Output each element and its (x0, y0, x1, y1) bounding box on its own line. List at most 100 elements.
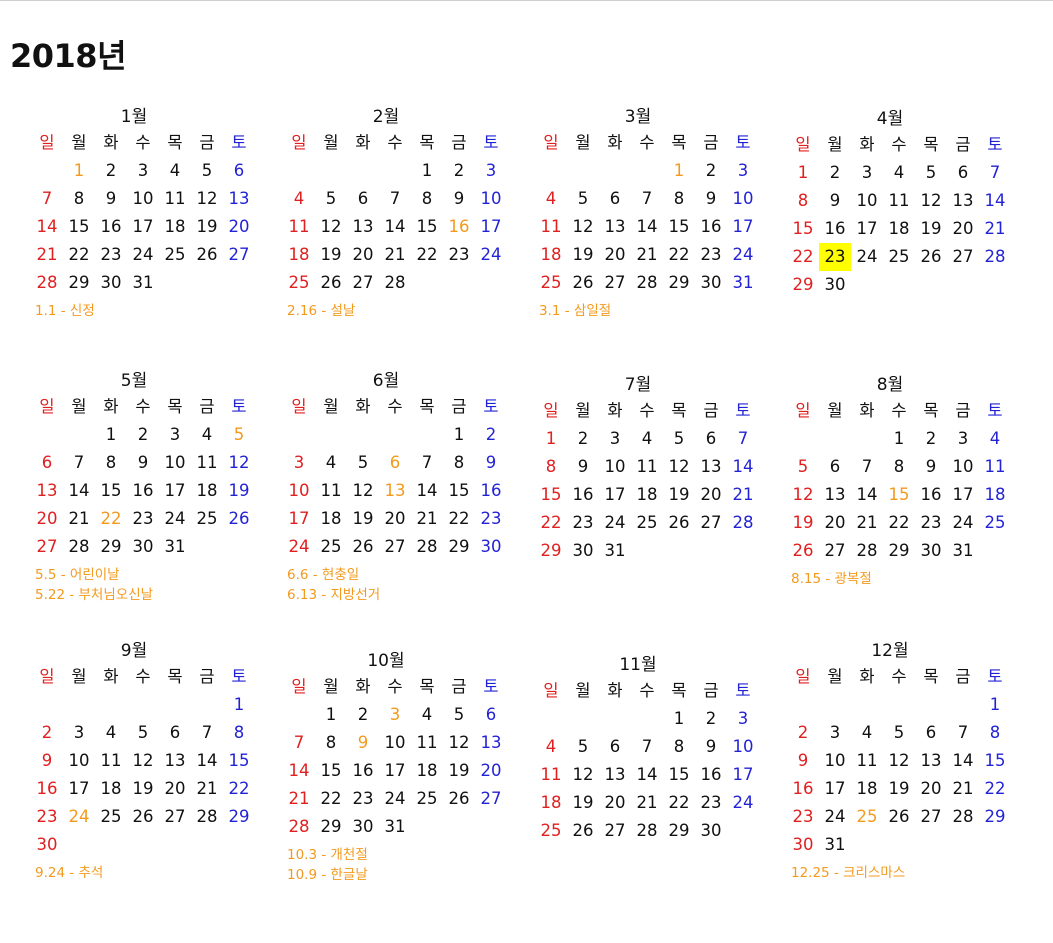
day-cell[interactable]: 29 (668, 821, 690, 840)
day-cell[interactable]: 8 (989, 723, 1001, 742)
day-cell[interactable]: 7 (73, 453, 85, 472)
day-cell[interactable]: 5 (201, 161, 213, 180)
day-cell[interactable]: 28 (288, 817, 310, 836)
day-cell[interactable]: 5 (577, 189, 589, 208)
day-cell[interactable]: 23 (36, 807, 58, 826)
day-cell[interactable]: 11 (416, 733, 438, 752)
day-cell[interactable]: 21 (636, 793, 658, 812)
day-cell[interactable]: 12 (668, 457, 690, 476)
day-cell[interactable]: 14 (856, 485, 878, 504)
day-cell[interactable]: 27 (164, 807, 186, 826)
day-cell[interactable]: 26 (352, 537, 374, 556)
day-cell[interactable]: 30 (824, 275, 846, 294)
day-cell[interactable]: 18 (888, 219, 910, 238)
day-cell[interactable]: 15 (100, 481, 122, 500)
day-cell[interactable]: 6 (41, 453, 53, 472)
day-cell[interactable]: 25 (320, 537, 342, 556)
day-cell[interactable]: 20 (228, 217, 250, 236)
day-cell[interactable]: 4 (105, 723, 117, 742)
day-cell[interactable]: 11 (164, 189, 186, 208)
day-cell[interactable]: 9 (453, 189, 465, 208)
day-cell[interactable]: 25 (856, 807, 878, 826)
day-cell[interactable]: 16 (448, 217, 470, 236)
day-cell[interactable]: 6 (485, 705, 497, 724)
day-cell[interactable]: 24 (132, 245, 154, 264)
day-cell[interactable]: 25 (540, 273, 562, 292)
day-cell[interactable]: 2 (705, 161, 717, 180)
day-cell[interactable]: 11 (196, 453, 218, 472)
day-cell[interactable]: 27 (228, 245, 250, 264)
day-cell[interactable]: 13 (700, 457, 722, 476)
day-cell[interactable]: 2 (797, 723, 809, 742)
day-cell[interactable]: 17 (164, 481, 186, 500)
day-cell[interactable]: 7 (293, 733, 305, 752)
day-cell[interactable]: 24 (68, 807, 90, 826)
day-cell[interactable]: 29 (228, 807, 250, 826)
day-cell[interactable]: 1 (673, 161, 685, 180)
day-cell[interactable]: 15 (416, 217, 438, 236)
day-cell[interactable]: 21 (416, 509, 438, 528)
day-cell[interactable]: 29 (68, 273, 90, 292)
day-cell[interactable]: 6 (957, 163, 969, 182)
day-cell[interactable]: 28 (384, 273, 406, 292)
day-cell[interactable]: 24 (384, 789, 406, 808)
day-cell[interactable]: 11 (540, 765, 562, 784)
day-cell[interactable]: 20 (604, 793, 626, 812)
day-cell[interactable]: 1 (453, 425, 465, 444)
day-cell[interactable]: 30 (100, 273, 122, 292)
day-cell[interactable]: 9 (925, 457, 937, 476)
day-cell[interactable]: 14 (36, 217, 58, 236)
day-cell[interactable]: 6 (357, 189, 369, 208)
day-cell[interactable]: 28 (196, 807, 218, 826)
day-cell[interactable]: 25 (540, 821, 562, 840)
day-cell[interactable]: 6 (609, 189, 621, 208)
day-cell[interactable]: 29 (448, 537, 470, 556)
day-cell[interactable]: 17 (288, 509, 310, 528)
day-cell[interactable]: 7 (989, 163, 1001, 182)
day-cell[interactable]: 16 (572, 485, 594, 504)
day-cell[interactable]: 23 (100, 245, 122, 264)
day-cell[interactable]: 17 (732, 217, 754, 236)
day-cell[interactable]: 20 (952, 219, 974, 238)
day-cell[interactable]: 12 (196, 189, 218, 208)
day-cell[interactable]: 8 (893, 457, 905, 476)
day-cell[interactable]: 17 (856, 219, 878, 238)
day-cell[interactable]: 20 (384, 509, 406, 528)
day-cell[interactable]: 19 (228, 481, 250, 500)
day-cell[interactable]: 30 (352, 817, 374, 836)
day-cell[interactable]: 16 (792, 779, 814, 798)
day-cell[interactable]: 11 (320, 481, 342, 500)
day-cell[interactable]: 23 (352, 789, 374, 808)
day-cell[interactable]: 19 (888, 779, 910, 798)
day-cell[interactable]: 9 (829, 191, 841, 210)
day-cell[interactable]: 22 (792, 247, 814, 266)
day-cell[interactable]: 13 (480, 733, 502, 752)
day-cell[interactable]: 7 (201, 723, 213, 742)
day-cell[interactable]: 5 (325, 189, 337, 208)
day-cell[interactable]: 4 (421, 705, 433, 724)
day-cell[interactable]: 19 (132, 779, 154, 798)
day-cell[interactable]: 1 (893, 429, 905, 448)
day-cell[interactable]: 14 (732, 457, 754, 476)
day-cell[interactable]: 5 (893, 723, 905, 742)
day-cell[interactable]: 31 (952, 541, 974, 560)
day-cell[interactable]: 28 (36, 273, 58, 292)
day-cell[interactable]: 3 (957, 429, 969, 448)
day-cell[interactable]: 18 (984, 485, 1006, 504)
day-cell[interactable]: 3 (609, 429, 621, 448)
day-cell[interactable]: 13 (352, 217, 374, 236)
day-cell[interactable]: 3 (485, 161, 497, 180)
day-cell[interactable]: 20 (164, 779, 186, 798)
day-cell[interactable]: 9 (357, 733, 369, 752)
day-cell[interactable]: 10 (732, 189, 754, 208)
day-cell[interactable]: 8 (325, 733, 337, 752)
day-cell[interactable]: 29 (100, 537, 122, 556)
day-cell[interactable]: 18 (540, 245, 562, 264)
day-cell[interactable]: 9 (705, 737, 717, 756)
day-cell[interactable]: 28 (636, 821, 658, 840)
day-cell[interactable]: 8 (233, 723, 245, 742)
day-cell[interactable]: 14 (952, 751, 974, 770)
day-cell[interactable]: 28 (952, 807, 974, 826)
day-cell[interactable]: 13 (36, 481, 58, 500)
day-cell[interactable]: 1 (325, 705, 337, 724)
